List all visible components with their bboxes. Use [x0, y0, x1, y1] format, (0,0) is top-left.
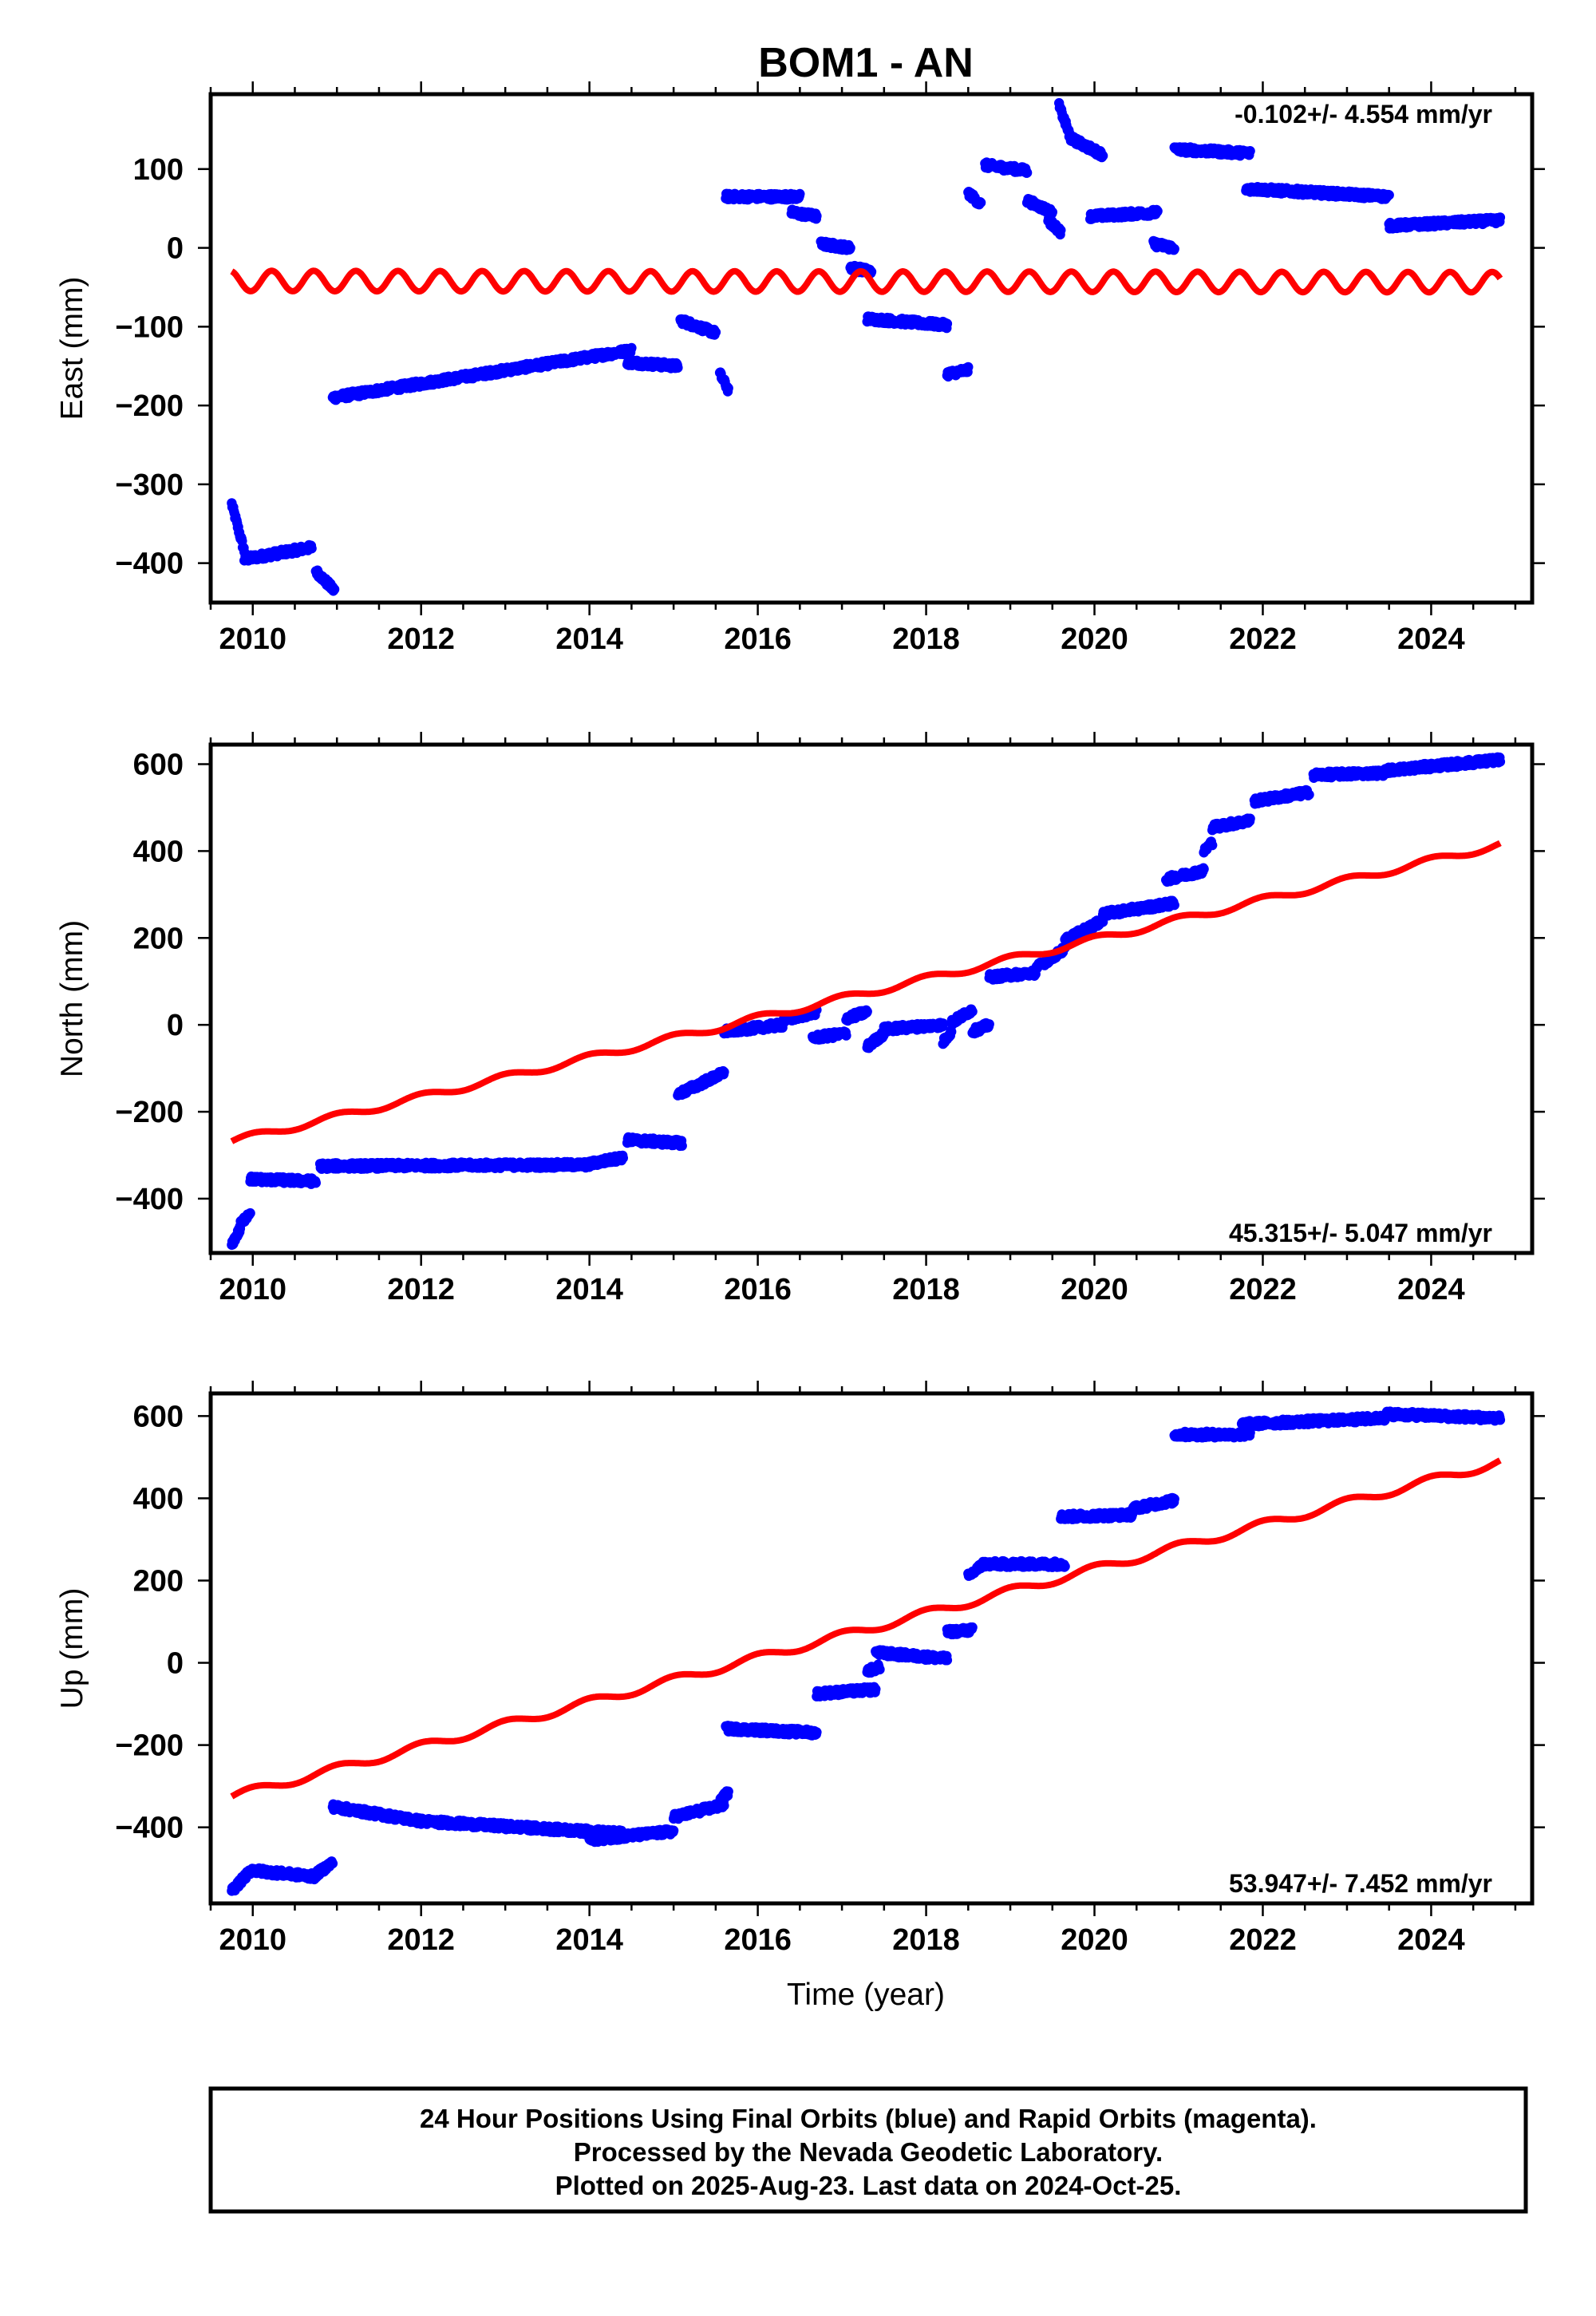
observed-point — [673, 362, 683, 373]
observed-point — [984, 1019, 994, 1030]
observed-point — [1207, 840, 1218, 851]
observed-point — [719, 1067, 729, 1077]
observed-point — [677, 1140, 687, 1151]
x-tick-label: 2014 — [555, 622, 623, 656]
y-tick-label: 0 — [167, 232, 184, 266]
observed-point — [967, 1006, 978, 1017]
observed-point — [1384, 190, 1394, 200]
observed-point — [1056, 225, 1066, 235]
x-tick-label: 2010 — [219, 1273, 286, 1306]
y-tick-label: −300 — [115, 468, 184, 502]
observed-point — [845, 243, 855, 253]
x-tick-label: 2014 — [555, 1273, 623, 1306]
observed-point — [812, 211, 822, 221]
x-tick-label: 2020 — [1061, 1273, 1128, 1306]
y-tick-label: 600 — [133, 749, 184, 782]
observed-point — [245, 1207, 255, 1219]
observed-series — [227, 752, 1506, 1251]
x-tick-label: 2018 — [892, 622, 960, 656]
observed-point — [1304, 789, 1314, 800]
plot-frame — [208, 92, 1535, 605]
y-tick-label: −200 — [115, 389, 184, 423]
model-fit-line — [230, 267, 1503, 296]
observed-point — [723, 383, 733, 393]
y-tick-label: −400 — [115, 547, 184, 581]
observed-series — [227, 97, 1506, 596]
observed-point — [710, 327, 721, 338]
north-panel: 2010 2012 2014 2016 2018 2020 2022 2024 600 400 20… — [55, 732, 1545, 1306]
observed-point — [329, 584, 340, 595]
observed-point — [306, 543, 317, 554]
x-tick-label: 2022 — [1229, 1273, 1297, 1306]
observed-point — [626, 342, 637, 354]
observed-point — [1245, 813, 1255, 824]
plot-area — [227, 752, 1506, 1251]
rate-annotation: -0.102+/- 4.554 mm/yr — [1235, 100, 1492, 128]
observed-point — [1495, 212, 1506, 223]
x-tick-label: 2016 — [724, 622, 792, 656]
observed-point — [963, 362, 974, 373]
observed-point — [1097, 151, 1108, 161]
observed-point — [310, 1178, 321, 1188]
observed-point — [1245, 146, 1255, 156]
x-tick-label: 2018 — [892, 1273, 960, 1306]
y-tick-label: −400 — [115, 1183, 184, 1216]
observed-point — [1021, 168, 1033, 178]
x-tick-label: 2020 — [1061, 622, 1128, 656]
y-axis-label: East (mm) — [55, 277, 89, 421]
observed-point — [938, 1018, 948, 1029]
y-tick-label: 0 — [167, 1009, 184, 1042]
east-panel: 2010 2012 2014 2016 2018 2020 2022 2024 100 0 −100… — [55, 81, 1545, 656]
x-tick-label: 2012 — [387, 622, 455, 656]
x-tick-label: 2022 — [1229, 622, 1297, 656]
x-tick-label: 2010 — [219, 622, 286, 656]
y-tick-label: −100 — [115, 310, 184, 344]
y-tick-label: 100 — [133, 153, 184, 187]
observed-point — [862, 1006, 872, 1017]
observed-point — [841, 1030, 851, 1041]
y-tick-label: 400 — [133, 835, 184, 868]
y-axis-label: North (mm) — [55, 920, 89, 1077]
observed-point — [1169, 243, 1179, 255]
observed-point — [1199, 864, 1209, 875]
y-tick-label: 200 — [133, 922, 184, 955]
x-tick-label: 2024 — [1397, 622, 1465, 656]
observed-point — [618, 1152, 628, 1164]
observed-point — [1152, 206, 1163, 216]
chart-title: BOM1 - AN — [758, 40, 974, 86]
observed-point — [1169, 899, 1179, 911]
plot-area — [227, 97, 1506, 596]
observed-point — [975, 197, 986, 208]
x-tick-label: 2016 — [724, 1273, 792, 1306]
x-tick-label: 2024 — [1397, 1273, 1465, 1306]
observed-point — [942, 318, 953, 329]
observed-point — [795, 188, 805, 200]
x-tick-label: 2012 — [387, 1273, 455, 1306]
y-tick-label: −200 — [115, 1096, 184, 1129]
